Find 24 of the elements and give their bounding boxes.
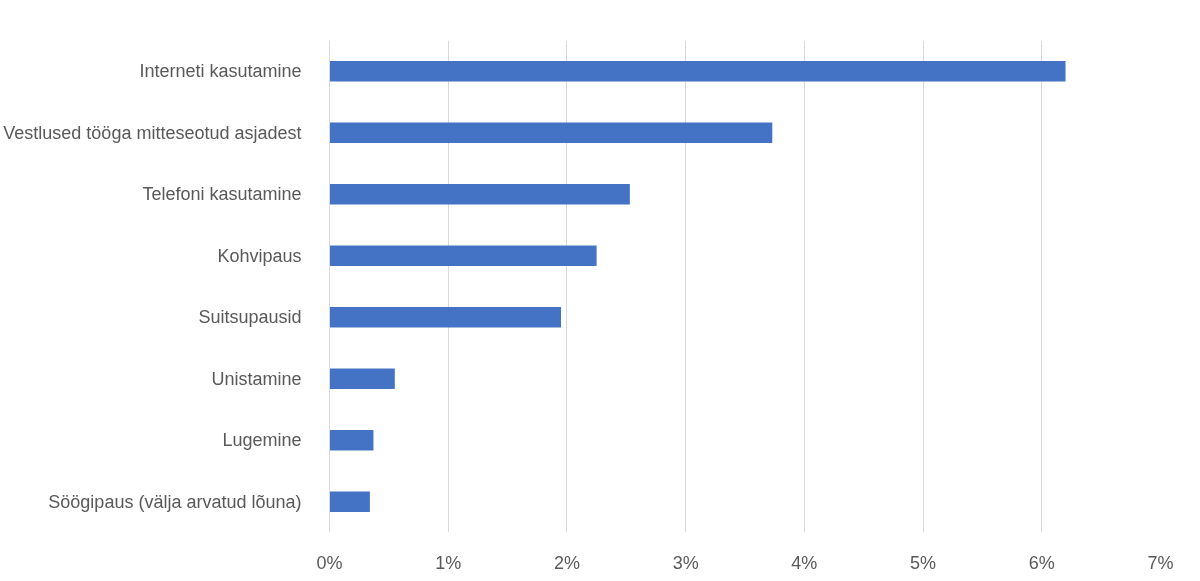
y-tick-label: Vestlused tööga mitteseotud asjadest [3,122,302,143]
x-tick-label: 3% [672,552,699,573]
y-tick-label: Interneti kasutamine [139,61,302,82]
bar [329,368,395,389]
bar [329,61,1066,82]
x-tick-label: 4% [791,552,818,573]
x-tick-label: 1% [435,552,462,573]
x-tick-label: 7% [1147,552,1174,573]
x-tick-label: 2% [553,552,580,573]
x-tick-label: 5% [910,552,937,573]
y-tick-label: Lugemine [222,430,302,451]
bar [329,122,773,143]
x-tick-label: 6% [1028,552,1055,573]
bar [329,245,597,266]
bar [329,430,374,451]
bar [329,307,561,328]
bar [329,184,630,205]
y-tick-label: Söögipaus (välja arvatud lõuna) [48,491,302,512]
y-tick-label: Telefoni kasutamine [142,184,302,205]
y-tick-label: Kohvipaus [217,245,302,266]
y-tick-label: Unistamine [211,368,302,389]
x-tick-label: 0% [316,552,343,573]
y-tick-label: Suitsupausid [198,307,302,328]
bar [329,491,370,512]
